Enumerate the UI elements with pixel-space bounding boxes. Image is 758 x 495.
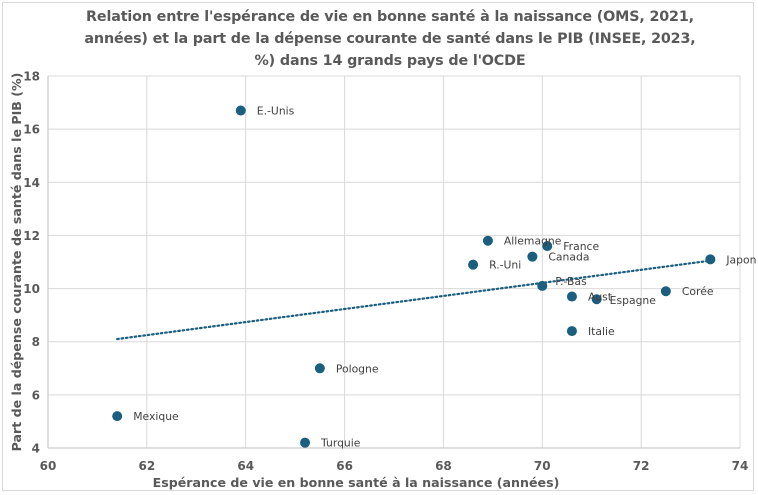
y-tick-label: 16 [23,123,40,137]
x-tick-label: 68 [435,459,452,473]
data-point [112,411,123,422]
trendline-group [116,259,712,341]
y-tick-label: 14 [23,176,40,190]
data-point [566,326,577,337]
data-points [112,105,716,448]
data-label: Italie [588,325,615,338]
data-label: Mexique [133,410,179,423]
data-label: Allemagne [504,235,562,248]
data-point [300,437,311,448]
data-label: Pologne [336,362,379,375]
y-tick-label: 12 [23,229,40,243]
data-point [705,254,716,265]
x-tick-label: 72 [633,459,650,473]
data-label: E.-Unis [257,105,295,118]
trendline [116,259,712,341]
data-label: Canada [548,251,589,264]
data-label: Espagne [610,294,657,307]
data-point [314,363,325,374]
x-tick-label: 64 [237,459,254,473]
data-point [591,294,602,305]
data-label: P.-Bas [555,275,587,288]
data-label: France [563,240,599,253]
data-label: Corée [682,285,714,298]
data-point [235,105,246,116]
data-point [482,235,493,246]
data-point [468,259,479,270]
data-point [566,291,577,302]
x-axis-title: Espérance de vie en bonne santé à la nai… [153,475,560,490]
data-point [542,241,553,252]
data-label: Aust [588,291,612,304]
x-tick-label: 62 [139,459,156,473]
chart-title-line-1: Relation entre l'espérance de vie en bon… [86,9,694,25]
y-tick-label: 8 [32,335,40,349]
data-label: R.-Uni [489,259,521,272]
x-tick-label: 66 [336,459,353,473]
chart-title: Relation entre l'espérance de vie en bon… [40,6,740,72]
gridlines [47,75,741,449]
x-tick-label: 70 [534,459,551,473]
y-axis-title: Part de la dépense courante de santé dan… [9,73,24,452]
y-tick-label: 10 [23,282,40,296]
data-point [537,280,548,291]
chart-title-line-3: %) dans 14 grands pays de l'OCDE [254,53,526,69]
x-tick-label: 74 [732,459,749,473]
x-tick-label: 60 [40,459,57,473]
y-tick-label: 18 [23,70,40,84]
data-label: Japon [725,253,756,266]
data-point [527,251,538,262]
chart-title-line-2: années) et la part de la dépense courant… [84,31,696,47]
y-tick-label: 6 [32,388,40,402]
data-point [660,286,671,297]
y-tick-label: 4 [32,442,40,456]
data-label: Turquie [320,437,361,450]
